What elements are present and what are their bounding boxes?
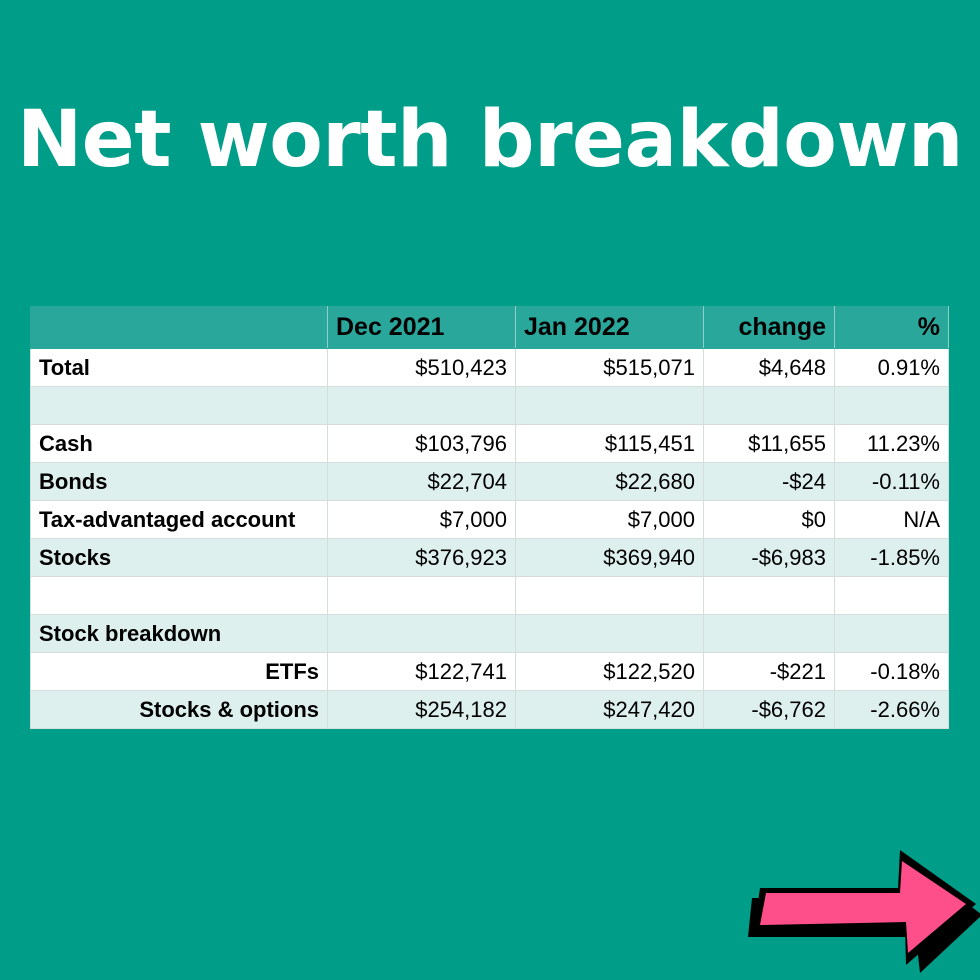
row-label	[30, 576, 328, 615]
dec-2021-value	[327, 576, 516, 615]
header-cell-label	[30, 306, 328, 349]
change-value: -$24	[703, 462, 835, 501]
change-value: -$221	[703, 652, 835, 691]
dec-2021-value: $22,704	[327, 462, 516, 501]
jan-2022-value: $7,000	[515, 500, 704, 539]
page-title: Net worth breakdown	[17, 95, 963, 185]
dec-2021-value: $122,741	[327, 652, 516, 691]
dec-2021-value	[327, 386, 516, 425]
jan-2022-value: $122,520	[515, 652, 704, 691]
dec-2021-value: $7,000	[327, 500, 516, 539]
table-row: Stocks $376,923 $369,940 -$6,983 -1.85%	[30, 538, 949, 577]
percent-value: -0.11%	[834, 462, 949, 501]
net-worth-table: Dec 2021 Jan 2022 change % Total $510,423…	[30, 306, 949, 729]
table-row: Stock breakdown	[30, 614, 949, 653]
jan-2022-value: $247,420	[515, 690, 704, 729]
row-label	[30, 386, 328, 425]
change-value: $4,648	[703, 348, 835, 387]
jan-2022-value: $369,940	[515, 538, 704, 577]
row-label: ETFs	[30, 652, 328, 691]
row-label: Tax-advantaged account	[30, 500, 328, 539]
header-cell-dec-2021: Dec 2021	[327, 306, 516, 349]
jan-2022-value: $515,071	[515, 348, 704, 387]
row-label: Cash	[30, 424, 328, 463]
change-value: $0	[703, 500, 835, 539]
dec-2021-value: $103,796	[327, 424, 516, 463]
row-label: Stock breakdown	[30, 614, 328, 653]
table-row: ETFs $122,741 $122,520 -$221 -0.18%	[30, 652, 949, 691]
table-row: Total $510,423 $515,071 $4,648 0.91%	[30, 348, 949, 387]
change-value: -$6,983	[703, 538, 835, 577]
jan-2022-value	[515, 614, 704, 653]
dec-2021-value	[327, 614, 516, 653]
dec-2021-value: $254,182	[327, 690, 516, 729]
percent-value	[834, 576, 949, 615]
dec-2021-value: $376,923	[327, 538, 516, 577]
change-value	[703, 386, 835, 425]
jan-2022-value	[515, 386, 704, 425]
row-label: Total	[30, 348, 328, 387]
arrow-right-icon[interactable]	[740, 845, 980, 980]
header-cell-change: change	[703, 306, 835, 349]
percent-value: -0.18%	[834, 652, 949, 691]
jan-2022-value: $22,680	[515, 462, 704, 501]
header-cell-percent: %	[834, 306, 949, 349]
table-row	[30, 386, 949, 425]
row-label: Stocks & options	[30, 690, 328, 729]
table-row: Tax-advantaged account $7,000 $7,000 $0 N/A	[30, 500, 949, 539]
table-header-row: Dec 2021 Jan 2022 change %	[30, 306, 949, 349]
percent-value	[834, 614, 949, 653]
header-cell-jan-2022: Jan 2022	[515, 306, 704, 349]
percent-value	[834, 386, 949, 425]
change-value: -$6,762	[703, 690, 835, 729]
table-row: Cash $103,796 $115,451 $11,655 11.23%	[30, 424, 949, 463]
change-value	[703, 614, 835, 653]
percent-value: 11.23%	[834, 424, 949, 463]
percent-value: 0.91%	[834, 348, 949, 387]
change-value	[703, 576, 835, 615]
dec-2021-value: $510,423	[327, 348, 516, 387]
jan-2022-value: $115,451	[515, 424, 704, 463]
jan-2022-value	[515, 576, 704, 615]
table-row: Bonds $22,704 $22,680 -$24 -0.11%	[30, 462, 949, 501]
table-row: Stocks & options $254,182 $247,420 -$6,762-…	[30, 690, 949, 729]
percent-value: N/A	[834, 500, 949, 539]
table-row	[30, 576, 949, 615]
percent-value: -2.66%	[834, 690, 949, 729]
row-label: Bonds	[30, 462, 328, 501]
row-label: Stocks	[30, 538, 328, 577]
change-value: $11,655	[703, 424, 835, 463]
percent-value: -1.85%	[834, 538, 949, 577]
